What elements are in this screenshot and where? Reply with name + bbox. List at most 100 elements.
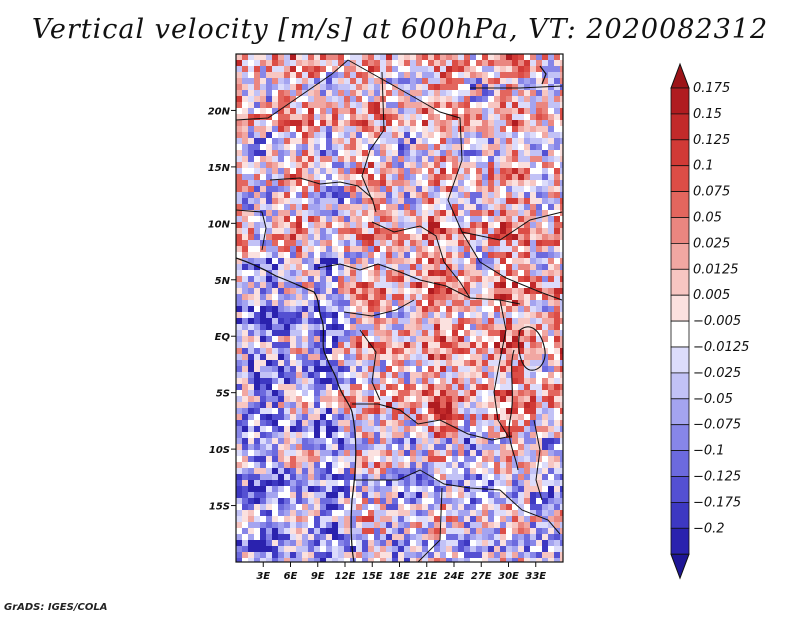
- field-cell: [344, 318, 351, 325]
- field-cell: [302, 360, 309, 367]
- field-cell: [332, 102, 339, 109]
- field-cell: [236, 144, 243, 151]
- field-cell: [428, 558, 435, 562]
- field-cell: [374, 330, 381, 337]
- field-cell: [278, 240, 285, 247]
- field-cell: [416, 102, 423, 109]
- field-cell: [494, 78, 501, 85]
- field-cell: [446, 282, 453, 289]
- field-cell: [398, 258, 405, 265]
- field-cell: [278, 492, 285, 499]
- field-cell: [560, 186, 563, 193]
- field-cell: [236, 396, 243, 403]
- field-cell: [482, 168, 489, 175]
- field-cell: [482, 258, 489, 265]
- field-cell: [362, 546, 369, 553]
- field-cell: [446, 300, 453, 307]
- field-cell: [374, 372, 381, 379]
- field-cell: [422, 78, 429, 85]
- field-cell: [278, 534, 285, 541]
- field-cell: [404, 528, 411, 535]
- field-cell: [500, 468, 507, 475]
- field-cell: [386, 114, 393, 121]
- field-cell: [494, 546, 501, 553]
- field-cell: [272, 210, 279, 217]
- field-cell: [302, 408, 309, 415]
- field-cell: [536, 528, 543, 535]
- field-cell: [524, 492, 531, 499]
- field-cell: [308, 462, 315, 469]
- field-cell: [470, 402, 477, 409]
- field-cell: [284, 84, 291, 91]
- field-cell: [410, 342, 417, 349]
- field-cell: [332, 468, 339, 475]
- field-cell: [404, 456, 411, 463]
- field-cell: [236, 324, 243, 331]
- field-cell: [524, 234, 531, 241]
- field-cell: [434, 192, 441, 199]
- field-cell: [386, 222, 393, 229]
- field-cell: [308, 156, 315, 163]
- field-cell: [344, 402, 351, 409]
- field-cell: [332, 522, 339, 529]
- field-cell: [314, 312, 321, 319]
- field-cell: [536, 336, 543, 343]
- field-cell: [254, 312, 261, 319]
- field-cell: [518, 558, 525, 562]
- field-cell: [530, 240, 537, 247]
- field-cell: [272, 132, 279, 139]
- field-cell: [302, 540, 309, 547]
- colorbar-label: −0.025: [693, 366, 741, 381]
- field-cell: [314, 534, 321, 541]
- field-cell: [314, 390, 321, 397]
- field-cell: [290, 258, 297, 265]
- field-cell: [284, 528, 291, 535]
- field-cell: [266, 294, 273, 301]
- field-cell: [368, 420, 375, 427]
- field-cell: [266, 138, 273, 145]
- field-cell: [518, 480, 525, 487]
- field-cell: [320, 114, 327, 121]
- field-cell: [392, 516, 399, 523]
- colorbar-label: −0.0125: [693, 340, 749, 355]
- field-cell: [422, 354, 429, 361]
- field-cell: [446, 312, 453, 319]
- field-cell: [368, 114, 375, 121]
- field-cell: [290, 552, 297, 559]
- field-cell: [266, 486, 273, 493]
- field-cell: [536, 294, 543, 301]
- field-cell: [284, 72, 291, 79]
- field-cell: [518, 510, 525, 517]
- field-cell: [524, 534, 531, 541]
- field-cell: [500, 384, 507, 391]
- field-cell: [428, 426, 435, 433]
- field-cell: [416, 294, 423, 301]
- field-cell: [506, 384, 513, 391]
- field-cell: [260, 300, 267, 307]
- field-cell: [482, 222, 489, 229]
- field-cell: [386, 276, 393, 283]
- field-cell: [356, 282, 363, 289]
- field-cell: [350, 438, 357, 445]
- field-cell: [260, 318, 267, 325]
- field-cell: [476, 150, 483, 157]
- field-cell: [542, 192, 549, 199]
- field-cell: [542, 228, 549, 235]
- field-cell: [236, 288, 243, 295]
- field-cell: [332, 552, 339, 559]
- field-cell: [254, 60, 261, 67]
- field-cell: [272, 192, 279, 199]
- field-cell: [458, 60, 465, 67]
- field-cell: [254, 186, 261, 193]
- field-cell: [530, 294, 537, 301]
- field-cell: [542, 156, 549, 163]
- field-cell: [284, 318, 291, 325]
- field-cell: [374, 192, 381, 199]
- field-cell: [446, 318, 453, 325]
- field-cell: [242, 312, 249, 319]
- field-cell: [332, 456, 339, 463]
- field-cell: [386, 192, 393, 199]
- field-cell: [374, 156, 381, 163]
- field-cell: [524, 300, 531, 307]
- field-cell: [440, 162, 447, 169]
